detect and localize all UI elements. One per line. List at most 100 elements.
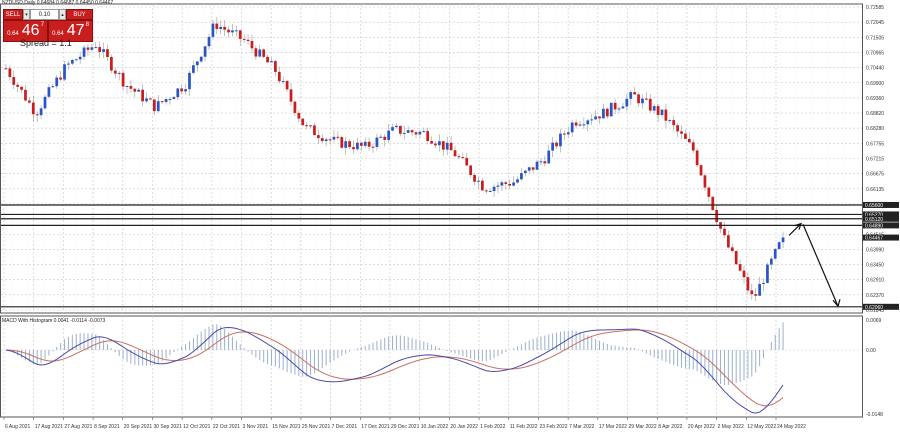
arrow-down-head [832,299,841,308]
candle-body [74,59,78,61]
candle-body [516,179,519,183]
candle-body [531,167,535,170]
x-axis-label: 15 Nov 2021 [272,424,301,430]
candle-body [734,250,738,265]
candle-body [684,133,687,139]
candle-body [500,182,504,186]
candle-body [730,247,734,251]
candle-body [387,130,391,140]
x-axis-label: 25 Nov 2021 [302,424,331,430]
candle-body [449,142,453,151]
candle-body [395,125,398,128]
candle-body [297,112,301,119]
candle-body [180,88,184,92]
candle-body [418,131,422,135]
candle-body [691,142,695,151]
candle-body [371,146,375,148]
candle-body [320,138,324,142]
price-tag-label: 0.64467 [865,236,883,242]
candle-body [238,30,242,39]
sell-price-button[interactable]: 0.64 46 7 [3,20,48,42]
y-axis-label: 0.69900 [866,81,884,87]
candle-body [480,180,484,191]
candle-body [43,96,47,109]
candle-body [328,139,332,141]
candle-body [496,185,500,187]
candle-body [223,26,226,30]
y-axis-label: 0.71505 [866,35,884,41]
candle-body [629,92,633,99]
candle-body [188,72,191,90]
y-axis-label: 0.70440 [866,66,884,72]
lot-increase-button[interactable]: ▴ [59,9,66,20]
candle-body [769,258,773,265]
candle-body [301,118,305,126]
lot-decrease-button[interactable]: ▾ [23,9,30,20]
arrow-up-icon [788,224,801,236]
x-axis-label: 8 Apr 2022 [658,424,682,430]
x-axis-label: 24 May 2022 [777,424,806,430]
candle-body [141,89,144,102]
candle-body [309,125,312,127]
x-axis-label: 29 Dec 2021 [391,424,420,430]
y-axis-label: 0.68820 [866,111,884,117]
price-tag-label: 0.64890 [865,223,883,229]
candle-body [441,141,445,150]
candle-body [289,89,293,102]
candle-body [192,65,195,73]
candle-body [621,106,625,109]
candle-body [277,71,281,82]
candle-body [348,141,351,148]
candle-body [35,114,39,116]
candle-body [676,125,679,132]
candle-body [86,47,90,50]
x-axis-label: 30 Sep 2021 [153,424,182,430]
buy-button[interactable]: BUY [66,9,93,20]
candle-body [625,98,629,107]
macd-y-label: -0.0148 [866,412,883,418]
candle-body [680,131,683,134]
candle-body [145,98,148,102]
candle-body [211,23,215,37]
candle-body [715,209,719,223]
y-axis-label: 0.72585 [866,5,884,11]
candle-body [578,124,582,126]
candle-body [656,106,660,116]
candle-body [90,47,94,50]
candle-body [613,102,617,110]
lot-size-input[interactable]: 0.10 [30,9,59,20]
buy-price-button[interactable]: 0.64 47 8 [48,20,93,42]
candle-body [113,70,117,74]
candle-body [356,142,359,150]
candle-body [324,139,328,142]
candle-body [31,102,35,115]
candle-body [39,108,43,116]
candle-body [535,161,539,170]
candle-body [547,150,551,164]
x-axis-label: 17 Mar 2022 [599,424,627,430]
candle-body [51,86,55,88]
sell-button[interactable]: SELL [3,9,23,20]
candle-body [586,120,590,125]
candle-body [703,175,707,188]
candle-body [605,108,609,117]
candle-body [70,60,74,64]
candle-body [47,87,51,97]
candle-body [67,63,70,65]
candle-body [316,135,320,139]
price-tag [863,211,899,218]
candle-body [711,196,715,210]
x-axis-label: 7 Mar 2022 [569,424,595,430]
y-axis-label: 0.68280 [866,126,884,132]
candle-body [63,64,66,80]
candle-body [207,36,211,47]
candle-body [453,150,457,157]
candle-body [457,156,461,158]
candle-body [234,30,238,32]
x-axis-label: 1 Feb 2022 [480,424,506,430]
candle-body [215,23,219,30]
candle-body [344,141,348,148]
candle-body [426,131,430,142]
candle-body [645,98,648,100]
